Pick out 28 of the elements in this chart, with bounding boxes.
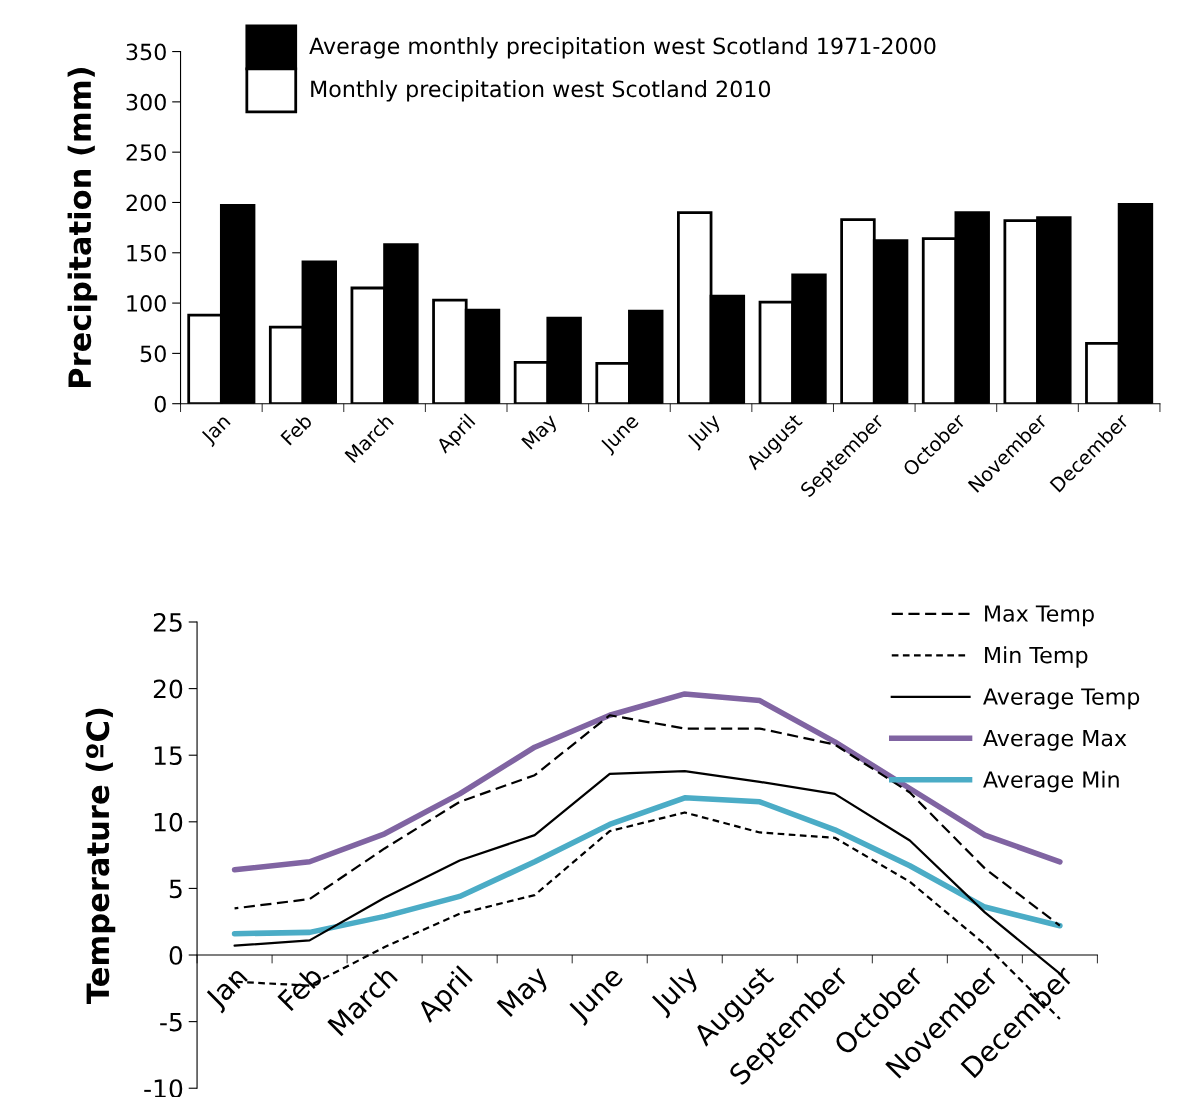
y-tick-label: 25 bbox=[153, 612, 182, 632]
x-tick-label: Jan bbox=[203, 965, 252, 1014]
legend-label: Average Max bbox=[983, 729, 1127, 751]
y-tick-label: 15 bbox=[154, 746, 182, 766]
legend-label: Max Temp bbox=[985, 605, 1094, 627]
legend-label: Min Temp bbox=[985, 646, 1088, 668]
legend-label: Average Min bbox=[983, 770, 1119, 793]
y-tick-label: 150 bbox=[127, 244, 166, 262]
legend-label: Monthly precipitation west Scotland 2010 bbox=[311, 80, 771, 102]
y-tick-label: 20 bbox=[153, 679, 183, 699]
y-tick-label: 250 bbox=[126, 144, 166, 161]
y-axis-title: Temperature (ºC) bbox=[85, 708, 116, 1004]
y-tick-label: 10 bbox=[154, 812, 183, 832]
x-tick-label: Jan bbox=[199, 413, 234, 448]
y-axis-title: Precipitation (mm) bbox=[67, 68, 98, 388]
x-tick-label: Feb bbox=[276, 964, 324, 1012]
legend-label: Average Temp bbox=[983, 688, 1140, 710]
y-tick-label: 5 bbox=[169, 879, 182, 899]
y-tick-label: 300 bbox=[126, 93, 166, 111]
y-tick-label: -5 bbox=[160, 1012, 182, 1032]
y-tick-label: 50 bbox=[140, 345, 166, 363]
y-tick-label: 350 bbox=[126, 43, 166, 61]
y-tick-label: 0 bbox=[169, 945, 183, 965]
x-tick-label: Feb bbox=[279, 412, 313, 446]
y-tick-label: 200 bbox=[126, 194, 166, 212]
y-tick-label: 0 bbox=[154, 395, 166, 413]
y-tick-label: 100 bbox=[127, 295, 166, 312]
legend-label: Average monthly precipitation west Scotland 1971-2000 bbox=[309, 37, 936, 59]
